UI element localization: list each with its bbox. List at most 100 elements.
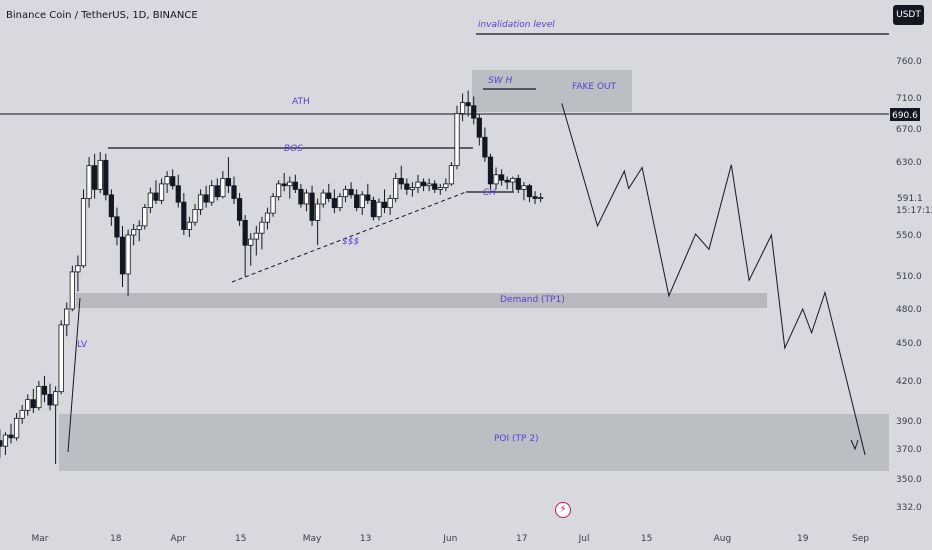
candle-body [192,209,198,223]
candle [80,189,87,268]
candle-body [404,183,410,190]
candle [142,203,148,230]
projection-path [561,103,866,456]
candle-body [253,232,259,240]
candle-body [342,188,349,198]
y-tick-label: 550.0 [896,231,922,241]
candle [114,207,120,246]
candle [147,187,153,214]
x-tick-label: 13 [360,534,371,544]
candle-body [515,178,521,190]
candle-body [236,198,243,221]
candle-body [25,399,31,411]
candle-body [476,117,482,138]
candle-body [292,181,298,190]
candle-body [393,178,399,199]
invalidation-label: invalidation level [478,20,555,30]
candle [41,375,48,403]
candle [203,185,209,208]
candle [158,178,165,204]
candle-body [248,238,254,246]
candle [64,302,70,337]
candle [532,191,538,204]
candle-body [2,434,9,447]
price-badge-text: 690.6 [892,111,918,121]
y-tick-label: 390.0 [896,417,922,427]
candle-body [448,165,455,185]
candle-body [259,221,265,234]
candle [409,182,416,197]
candle-body [465,102,471,107]
poi-label: POI (TP 2) [494,434,539,444]
candle-body [164,176,170,185]
time-axis[interactable]: Mar 18 Apr 15 May 13 Jun 17 Jul 15 Aug 19 Sep [32,534,870,544]
candle [270,193,276,217]
candle [359,191,365,215]
candle [175,174,181,208]
currency-button[interactable]: USDT [893,5,924,25]
candle-body [30,399,36,409]
sw-h-zone [472,70,632,112]
candle [420,178,427,192]
candle [393,172,399,203]
candle-body [0,440,3,447]
candle-body [136,225,142,230]
candle-body [270,196,276,214]
x-tick-label: May [303,534,322,544]
y-tick-label: 670.0 [896,125,922,135]
candle [376,198,382,221]
candle-body [125,234,131,275]
candle-body [398,178,404,185]
candle [292,174,298,194]
candle-body [443,183,449,188]
price-axis[interactable]: 760.0 710.0 670.0 630.0 550.0 510.0 480.0 450.0… [896,57,922,513]
candle-body [281,183,287,187]
candle-body [381,201,388,209]
candle [97,152,103,194]
candle [2,432,9,455]
candle-body [108,194,114,218]
candle-body [175,185,181,203]
candle-body [354,194,360,209]
candle [454,105,460,170]
sw-h-label: SW H [488,76,512,86]
y-tick-label: 630.0 [896,158,922,168]
candle-body [409,187,416,190]
candle-body [103,159,109,196]
candle-body [186,221,193,230]
candle-body [203,194,209,203]
candle [448,162,455,186]
candle-body [309,192,315,221]
candle-body [41,385,48,395]
fake-out-label: FAKE OUT [572,82,617,92]
lightning-icon[interactable]: ⚡ [555,502,571,518]
candle-body [276,183,282,198]
x-tick-label: Jul [578,534,590,544]
candle [220,171,226,199]
poi-zone [59,414,889,471]
candle [426,178,432,192]
candle [170,169,176,190]
candle [538,193,544,203]
x-tick-label: Jun [442,534,457,544]
candle [36,381,42,411]
candle [8,423,14,444]
candle [214,178,220,201]
candle-body [119,236,126,275]
candle [398,165,404,190]
candle-body [298,188,304,205]
candle [348,182,354,199]
x-tick-label: Apr [171,534,187,544]
candle [248,233,254,266]
y-tick-label: 480.0 [896,305,922,315]
candle [443,178,449,192]
x-tick-label: Mar [32,534,49,544]
y-tick-label: 450.0 [896,339,922,349]
y-tick-label: 370.0 [896,445,922,455]
candle-body [420,181,427,187]
candle [231,176,237,204]
candle [320,189,326,208]
candle-body [197,194,204,210]
candle-body [170,176,176,187]
